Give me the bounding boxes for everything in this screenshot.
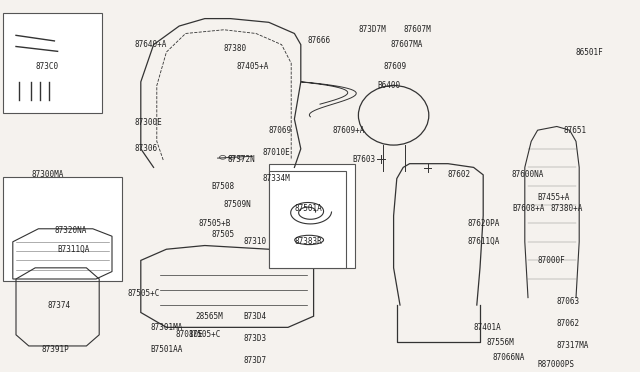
Text: 87374: 87374 <box>48 301 71 310</box>
Text: 87611QA: 87611QA <box>467 237 500 246</box>
Bar <box>3 177 122 281</box>
Text: 87010E: 87010E <box>262 148 290 157</box>
Text: B73D4: B73D4 <box>243 312 266 321</box>
Text: B7455+A: B7455+A <box>538 193 570 202</box>
Text: B7608+A: B7608+A <box>512 204 545 213</box>
Text: R87000PS: R87000PS <box>538 360 575 369</box>
Bar <box>3 13 102 113</box>
Text: 87372N: 87372N <box>227 155 255 164</box>
Text: 87300E: 87300E <box>134 118 162 127</box>
Text: 87066NA: 87066NA <box>493 353 525 362</box>
Text: 87620PA: 87620PA <box>467 219 500 228</box>
Text: 87069: 87069 <box>269 126 292 135</box>
Text: 873D7M: 873D7M <box>358 25 386 34</box>
Text: 87600NA: 87600NA <box>512 170 545 179</box>
Text: 873D7: 873D7 <box>243 356 266 365</box>
Text: 87651: 87651 <box>563 126 586 135</box>
Text: B7508: B7508 <box>211 182 234 190</box>
Text: 87609: 87609 <box>384 62 407 71</box>
Text: 28565M: 28565M <box>195 312 223 321</box>
Text: 87380+A: 87380+A <box>550 204 583 213</box>
Text: 87383R: 87383R <box>294 237 322 246</box>
Text: 87063: 87063 <box>557 297 580 306</box>
Text: 87401A: 87401A <box>474 323 501 332</box>
Text: B7501AA: B7501AA <box>150 345 183 354</box>
Text: 873C0: 873C0 <box>35 62 58 71</box>
Text: 87010E: 87010E <box>176 330 204 339</box>
Text: 87301MA: 87301MA <box>150 323 183 332</box>
Text: 87505+B: 87505+B <box>198 219 231 228</box>
Text: 87556M: 87556M <box>486 338 514 347</box>
Text: 87320NA: 87320NA <box>54 226 87 235</box>
Text: 87505: 87505 <box>211 230 234 239</box>
Text: 87000F: 87000F <box>538 256 565 265</box>
Text: 87062: 87062 <box>557 319 580 328</box>
Text: 873D3: 873D3 <box>243 334 266 343</box>
Text: B7603: B7603 <box>352 155 375 164</box>
Text: 87509N: 87509N <box>224 200 252 209</box>
Text: 87334M: 87334M <box>262 174 290 183</box>
Text: 87640+A: 87640+A <box>134 40 167 49</box>
Text: B6400: B6400 <box>378 81 401 90</box>
Text: B7311QA: B7311QA <box>58 245 90 254</box>
Text: 87306: 87306 <box>134 144 157 153</box>
Text: 86501F: 86501F <box>576 48 604 57</box>
Bar <box>269 171 346 268</box>
Bar <box>269 164 355 268</box>
Text: 87607MA: 87607MA <box>390 40 423 49</box>
Text: 87607M: 87607M <box>403 25 431 34</box>
Text: 87602: 87602 <box>448 170 471 179</box>
Text: 87501A: 87501A <box>294 204 322 213</box>
Text: 87505+C: 87505+C <box>189 330 221 339</box>
Text: 87380: 87380 <box>224 44 247 53</box>
Text: 87300MA: 87300MA <box>32 170 65 179</box>
Text: 87405+A: 87405+A <box>237 62 269 71</box>
Text: 87609+A: 87609+A <box>333 126 365 135</box>
Text: 87317MA: 87317MA <box>557 341 589 350</box>
Text: 87391P: 87391P <box>42 345 69 354</box>
Text: 87310: 87310 <box>243 237 266 246</box>
Text: 87666: 87666 <box>307 36 330 45</box>
Text: 87505+C: 87505+C <box>128 289 161 298</box>
